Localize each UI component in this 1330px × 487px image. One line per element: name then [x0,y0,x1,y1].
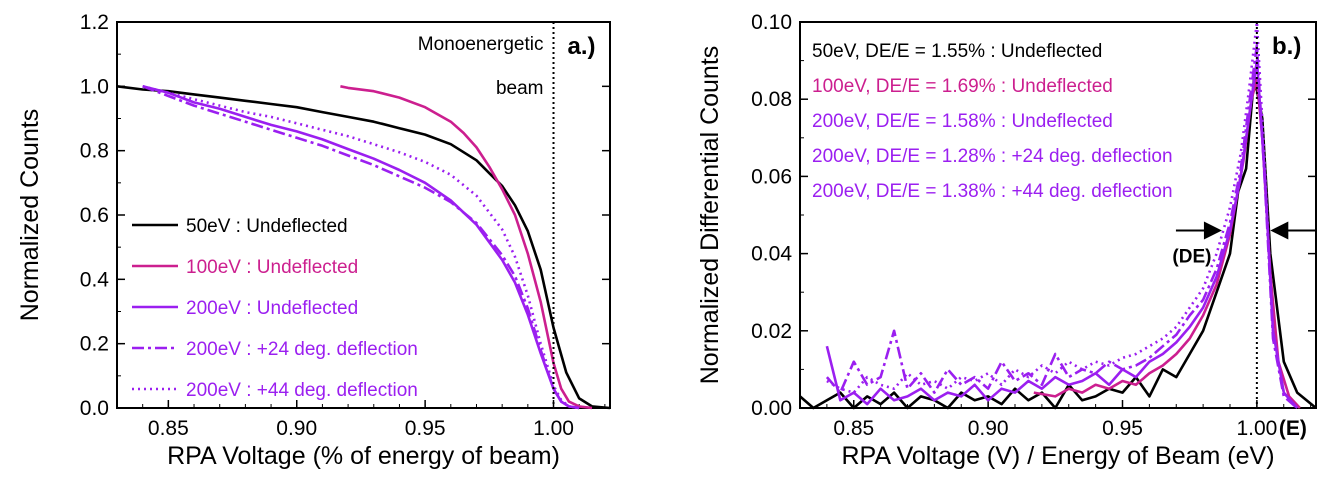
panel-a-y-axis-label: Normalized Counts [16,109,44,322]
x-tick-label: 0.85 [148,417,189,440]
panel-a-label: a.) [568,33,596,60]
y-tick-label: 0.8 [80,140,109,163]
legend-entry-4: 200eV : +24 deg. deflection [186,339,418,360]
y-tick-label: 0.6 [80,204,109,227]
y-tick-label: 0.02 [751,320,792,343]
legend-entry-5: 200eV : +44 deg. deflection [186,380,418,401]
y-tick-label: 0.08 [751,88,792,111]
x-tick-label: 0.85 [833,417,874,440]
y-tick-label: 0.06 [751,165,792,188]
x-tick-label: 0.90 [968,417,1009,440]
y-tick-label: 0.4 [80,268,110,291]
legend-entry-5: 200eV, DE/E = 1.38% : +44 deg. deflectio… [812,181,1173,202]
de-label: (DE) [1172,246,1211,267]
y-tick-label: 0.0 [80,397,109,420]
y-tick-label: 0.10 [751,11,792,34]
panel-b-y-axis-label: Normalized Differential Counts [696,46,724,385]
legend-entry-1: 50eV, DE/E = 1.55% : Undeflected [812,41,1102,62]
x-tick-label: 0.95 [405,417,446,440]
panel-a-x-axis-label: RPA Voltage (% of energy of beam) [167,442,560,470]
legend-entry-4: 200eV, DE/E = 1.28% : +24 deg. deflectio… [812,146,1173,167]
energy-tick-label: (E) [1279,417,1307,440]
series-line-4 [142,85,580,410]
panel-b-legend: 50eV, DE/E = 1.55% : Undeflected 100eV, D… [812,41,1173,202]
legend-entry-3: 200eV, DE/E = 1.58% : Undeflected [812,111,1113,132]
de-arrow-right-head [1270,221,1289,240]
y-tick-label: 0.04 [751,243,792,266]
beam-label: beam [496,78,544,99]
panel-b: 0.85 0.90 0.95 1.00 0.00 0.02 0.04 0.06 0.08 0.10… [696,11,1317,470]
panel-b-x-axis-label: RPA Voltage (V) / Energy of Beam (eV) [841,442,1274,470]
panel-a: 0.85 0.90 0.95 1.00 0.0 0.2 0.4 0.6 0.8 1.0 1.2 50… [16,11,611,470]
legend-entry-1: 50eV : Undeflected [186,216,348,237]
legend-entry-2: 100eV : Undeflected [186,257,358,278]
panel-a-legend: 50eV : Undeflected 100eV : Undeflected 200… [132,216,418,401]
y-tick-label: 1.2 [80,11,109,34]
x-tick-label: 0.90 [276,417,317,440]
de-width-arrows [1175,221,1317,240]
x-tick-label: 0.95 [1102,417,1143,440]
panel-b-label: b.) [1272,33,1301,60]
series-line-4 [825,43,1299,409]
y-tick-label: 1.0 [80,75,109,98]
y-tick-label: 0.00 [751,397,792,420]
series-line-3 [142,85,580,410]
monoenergetic-label: Monoenergetic [418,34,544,55]
series-line-5 [826,20,1299,409]
series-line-2 [340,85,593,410]
y-tick-label: 0.2 [80,333,109,356]
legend-entry-2: 100eV, DE/E = 1.69% : Undeflected [812,76,1113,97]
x-tick-label: 1.00 [533,417,574,440]
de-arrow-left-head [1203,221,1222,240]
series-line-3 [825,59,1299,409]
legend-entry-3: 200eV : Undeflected [186,298,358,319]
x-tick-label: 1.00 [1236,417,1277,440]
